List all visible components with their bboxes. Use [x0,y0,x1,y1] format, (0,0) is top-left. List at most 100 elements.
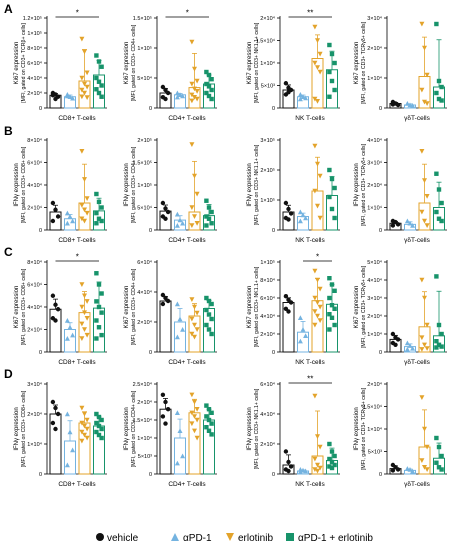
point-combo [99,64,104,69]
chart-d-1: 0 1×10⁴ 2×10⁴ 3×10⁴ IFNγ expression [MFI, gat… [14,381,107,488]
point-combo [99,426,104,432]
point-apd1 [70,218,76,224]
panel-label-d: D [4,367,13,381]
legend-label-erlotinib: erlotinib [238,533,273,544]
point-vehicle [50,218,56,224]
point-erlotinib [84,70,90,76]
point-apd1 [70,332,76,338]
point-erlotinib [194,78,200,84]
point-combo [327,276,332,281]
point-combo [206,72,212,78]
y-tick-label: 0 [272,106,275,112]
y-axis-label: Ki67 expression [354,42,360,85]
point-apd1 [174,90,180,96]
point-combo [332,453,337,459]
point-apd1 [297,92,303,97]
y-tick-label: 6×10⁴ [137,259,152,266]
point-erlotinib [194,327,200,332]
point-combo [99,94,104,99]
point-combo [99,205,104,210]
point-combo [204,69,209,75]
erlotinib-marker-icon [226,533,234,541]
point-erlotinib [194,435,200,441]
point-vehicle [55,307,61,312]
point-combo [329,449,335,454]
y-axis-label-sub: [MFI, gated on CD3+ TCRγδ+ cells] [361,265,367,348]
x-axis-label: γδT-cells [404,115,430,122]
point-combo [206,327,212,332]
point-erlotinib [419,149,425,154]
point-apd1 [177,316,183,322]
point-combo [99,417,104,423]
point-combo [332,322,337,328]
chart-b-2: 0 5×10⁴ 1×10⁵ 1.5×10⁵ 2×10⁵ IFNγ expression [M… [124,137,217,244]
y-axis-label-sub: [MFI, gated on CD3+ NK1.1+ cells] [254,22,260,103]
point-erlotinib [317,51,323,57]
y-axis-label: IFNγ expression [14,163,20,206]
point-erlotinib [424,72,430,78]
point-combo [329,206,335,212]
point-combo [209,87,214,93]
point-erlotinib [84,299,90,304]
y-tick-label: 4×10⁴ [367,137,382,144]
y-tick-label: 5×10⁴ [367,259,382,266]
x-axis-label: CD8+ T-cells [58,237,96,244]
point-combo [439,453,444,459]
point-vehicle [163,216,168,221]
y-tick-label: 1×10⁵ [137,182,152,189]
point-apd1 [174,334,180,340]
point-vehicle [160,414,166,419]
point-apd1 [177,217,183,223]
svg-text:D: D [4,367,13,381]
point-combo [206,407,212,412]
bar-erlotinib [311,190,324,231]
x-axis-label: CD8+ T-cells [58,481,96,488]
bar-vehicle [159,408,172,475]
point-combo [94,53,99,58]
point-vehicle [163,206,168,211]
point-combo [434,21,439,27]
point-apd1 [174,301,180,307]
legend-item-vehicle: vehicle [96,533,139,544]
point-apd1 [297,338,303,344]
chart-d-3: 0 2×10⁴ 4×10⁴ 6×10⁴ IFNγ expression [MFI, gat… [247,375,340,488]
y-tick-label: 1×10⁵ [137,45,152,52]
legend-label-apd1: αPD-1 [183,533,212,544]
point-combo [96,59,102,64]
point-erlotinib [312,467,318,472]
point-erlotinib [312,309,318,314]
point-erlotinib [82,293,87,299]
point-apd1 [174,94,180,100]
point-erlotinib [317,215,323,221]
chart-c-3: 0 2×10⁴ 4×10⁴ 6×10⁴ 8×10⁴ 1×10⁵ Ki67 expressio… [247,253,340,366]
point-vehicle [286,309,291,314]
point-erlotinib [315,277,320,283]
point-apd1 [70,447,76,453]
bar-erlotinib [311,300,324,353]
point-apd1 [410,468,416,474]
point-combo [96,304,102,310]
point-combo [99,332,104,338]
point-apd1 [407,343,413,348]
point-erlotinib [312,393,318,399]
point-erlotinib [317,286,323,292]
point-combo [434,209,439,215]
point-apd1 [407,220,413,226]
y-axis-label: Ki67 expression [124,286,130,329]
point-apd1 [180,93,186,99]
point-erlotinib [419,209,425,215]
point-apd1 [404,346,410,352]
point-erlotinib [315,300,320,305]
point-combo [436,342,442,347]
point-combo [204,414,209,419]
point-apd1 [177,428,183,433]
point-vehicle [395,467,401,472]
point-combo [332,60,337,66]
chart-d-4: 0 5×10³ 1×10⁴ 1.5×10⁴ 2×10⁴ IFNγ expression [M… [354,381,447,488]
point-vehicle [286,90,291,95]
point-combo [204,198,209,203]
x-axis-label: NK T-cells [295,359,325,366]
x-axis-label: γδT-cells [404,481,430,488]
point-erlotinib [424,322,430,328]
y-tick-label: 1.2×10⁵ [23,15,42,22]
